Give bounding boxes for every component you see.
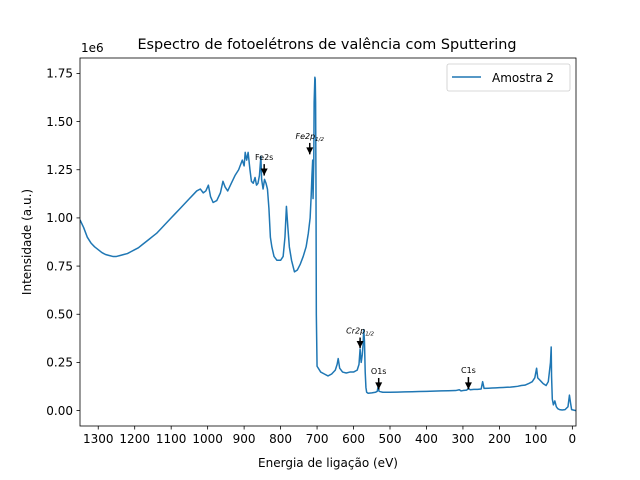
annotation-subscript-1: 1/2	[315, 137, 324, 143]
annotation-arrow-head-3	[375, 382, 383, 390]
annotation-arrow-head-1	[306, 147, 314, 155]
legend: Amostra 2	[446, 63, 571, 92]
y-tick-label-3: 0.75	[46, 259, 73, 273]
x-tick-label-1000: 1000	[192, 432, 223, 446]
x-tick-label-600: 600	[342, 432, 365, 446]
x-tick-label-1200: 1200	[119, 432, 150, 446]
y-axis-label: Intensidade (a.u.)	[20, 189, 34, 295]
annotation-arrow-head-2	[356, 340, 364, 348]
y-tick-label-5: 1.25	[46, 163, 73, 177]
x-tick-label-400: 400	[415, 432, 438, 446]
annotation-label-3: O1s	[371, 367, 387, 376]
x-axis-label: Energia de ligação (eV)	[258, 456, 398, 470]
annotation-label-2: Cr2p1/2	[346, 327, 374, 338]
plot-frame	[79, 57, 577, 427]
annotation-subscript-2: 1/2	[365, 332, 374, 338]
x-tick-label-500: 500	[379, 432, 402, 446]
annotation-arrow-head-0	[260, 168, 268, 176]
plot-area: Fe2s Fe2p1/2 Cr2p1/2 O1s C1s 1300 1200 1100 100…	[46, 57, 577, 446]
annotation-arrow-head-4	[464, 382, 472, 390]
x-tick-label-100: 100	[524, 432, 547, 446]
axes-layer: 1300 1200 1100 1000 900 800 700 600 500 400 300 200…	[46, 67, 576, 446]
annotation-layer: Fe2s Fe2p1/2 Cr2p1/2 O1s C1s	[255, 132, 476, 390]
legend-entry-label: Amostra 2	[492, 71, 554, 85]
y-tick-label-6: 1.50	[46, 115, 73, 129]
y-offset-label: 1e6	[81, 41, 104, 55]
annotation-label-0: Fe2s	[255, 153, 273, 162]
annotation-4: C1s	[461, 366, 476, 390]
x-tick-label-0: 0	[569, 432, 577, 446]
y-tick-label-1: 0.25	[46, 356, 73, 370]
annotation-3: O1s	[371, 367, 387, 390]
annotation-1: Fe2p1/2	[295, 132, 325, 155]
chart-title: Espectro de fotoelétrons de valência com…	[137, 37, 516, 53]
x-tick-label-200: 200	[488, 432, 511, 446]
x-tick-label-700: 700	[306, 432, 329, 446]
series-line-0	[80, 76, 576, 412]
annotation-2: Cr2p1/2	[346, 327, 375, 348]
y-tick-label-2: 0.50	[46, 308, 73, 322]
x-tick-label-300: 300	[451, 432, 474, 446]
y-tick-label-4: 1.00	[46, 211, 73, 225]
x-tick-label-1300: 1300	[83, 432, 114, 446]
y-tick-label-0: 0.00	[46, 404, 73, 418]
series-layer	[80, 76, 576, 412]
annotation-0: Fe2s	[255, 153, 273, 176]
annotation-label-4: C1s	[461, 366, 476, 375]
y-tick-label-7: 1.75	[46, 67, 73, 81]
x-tick-label-1100: 1100	[156, 432, 187, 446]
x-tick-label-800: 800	[269, 432, 292, 446]
annotation-label-1: Fe2p1/2	[295, 132, 324, 143]
x-tick-label-900: 900	[233, 432, 256, 446]
legend-box	[446, 63, 571, 92]
